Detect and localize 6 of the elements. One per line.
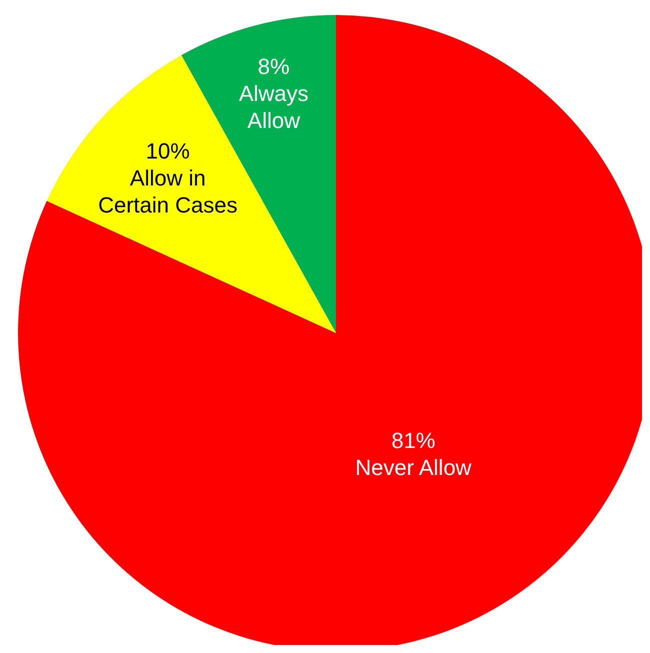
slice-label: Allow in Certain Cases <box>98 165 238 218</box>
slice-label: Always Allow <box>238 80 309 132</box>
data-label: 81% <box>391 427 436 452</box>
data-label: 10% <box>146 138 190 164</box>
slice-label: Never Allow <box>355 454 472 480</box>
data-label: 8% <box>258 53 290 78</box>
